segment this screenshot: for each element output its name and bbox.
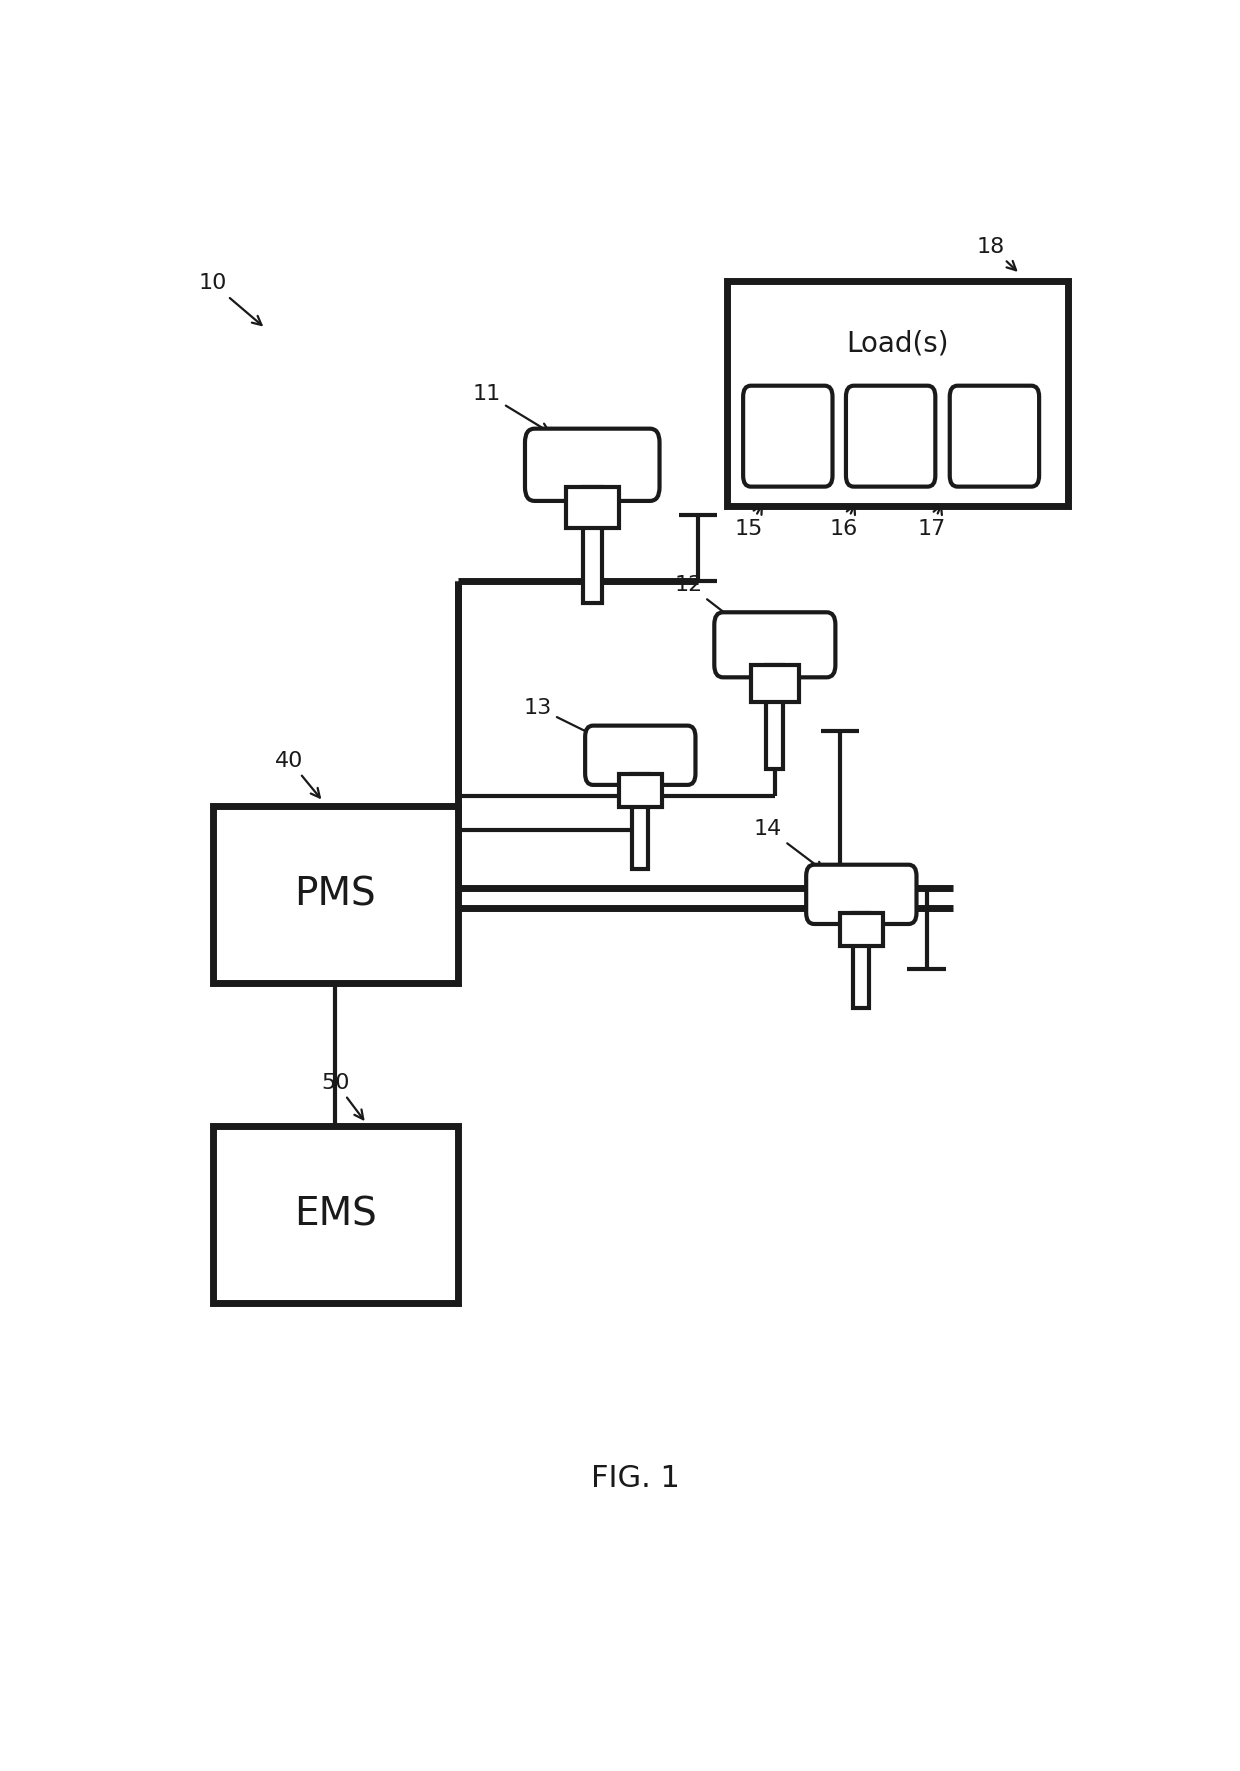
FancyBboxPatch shape: [585, 726, 696, 785]
Bar: [565, 487, 619, 528]
Text: 12: 12: [675, 576, 737, 622]
Text: 50: 50: [321, 1073, 363, 1119]
Bar: [839, 912, 883, 946]
Text: 14: 14: [754, 818, 823, 871]
Text: 40: 40: [275, 751, 320, 797]
Text: PMS: PMS: [294, 875, 376, 914]
Bar: [619, 774, 662, 808]
Text: 10: 10: [198, 273, 262, 326]
Text: EMS: EMS: [294, 1195, 377, 1234]
FancyBboxPatch shape: [806, 864, 916, 924]
Text: 16: 16: [830, 505, 858, 538]
Bar: [853, 912, 869, 1008]
Text: 13: 13: [523, 698, 601, 739]
Bar: [213, 1126, 458, 1303]
Bar: [751, 666, 799, 701]
Bar: [213, 806, 458, 983]
Text: Load(s): Load(s): [846, 329, 949, 358]
Text: 17: 17: [918, 505, 946, 538]
Text: 18: 18: [977, 237, 1016, 271]
FancyBboxPatch shape: [950, 386, 1039, 487]
Bar: [632, 774, 649, 870]
FancyBboxPatch shape: [525, 429, 660, 501]
Bar: [766, 666, 784, 769]
FancyBboxPatch shape: [846, 386, 935, 487]
Text: 15: 15: [735, 505, 763, 538]
Text: 11: 11: [472, 384, 549, 432]
FancyBboxPatch shape: [714, 613, 836, 677]
Bar: [583, 487, 601, 604]
Bar: [727, 280, 1068, 507]
Text: FIG. 1: FIG. 1: [591, 1463, 680, 1493]
FancyBboxPatch shape: [743, 386, 832, 487]
